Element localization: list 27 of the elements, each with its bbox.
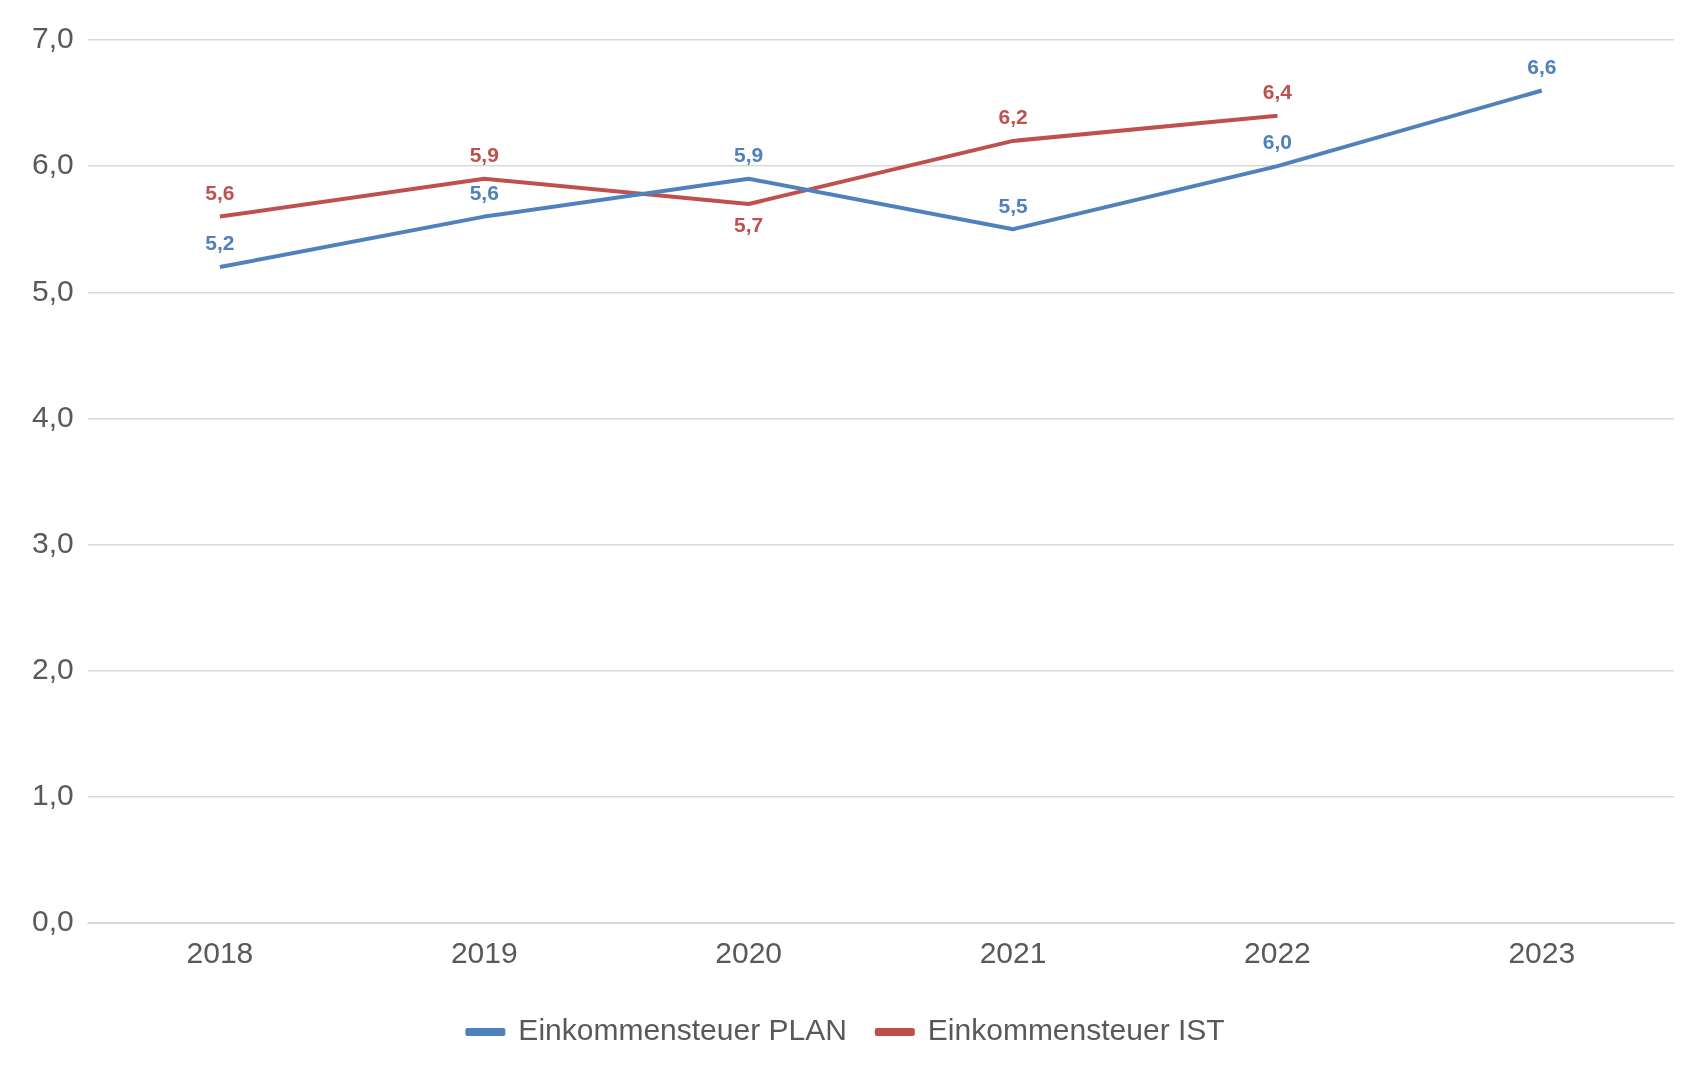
- y-tick-label: 1,0: [31, 778, 74, 812]
- y-tick-label: 3,0: [31, 525, 74, 559]
- legend-label: Einkommensteuer PLAN: [518, 1013, 847, 1047]
- legend-label: Einkommensteuer IST: [927, 1013, 1225, 1047]
- data-label: 6,0: [1262, 130, 1293, 154]
- data-label: 5,9: [469, 143, 499, 167]
- data-label: 6,2: [998, 105, 1028, 129]
- x-tick-label: 2022: [1244, 936, 1311, 970]
- data-label: 5,7: [734, 213, 764, 237]
- data-label: 6,4: [1262, 79, 1293, 103]
- y-tick-label: 7,0: [31, 21, 74, 55]
- y-tick-label: 4,0: [31, 399, 74, 433]
- y-tick-label: 2,0: [31, 651, 74, 685]
- x-tick-label: 2021: [979, 936, 1047, 970]
- data-label: 6,6: [1527, 54, 1557, 78]
- y-tick-label: 0,0: [31, 904, 74, 938]
- x-tick-label: 2018: [186, 936, 254, 970]
- data-label: 5,6: [205, 180, 235, 204]
- data-label: 5,9: [734, 143, 764, 167]
- x-tick-label: 2020: [715, 936, 783, 970]
- x-tick-label: 2019: [450, 936, 518, 970]
- x-tick-label: 2023: [1508, 936, 1576, 970]
- data-label: 5,5: [998, 193, 1028, 217]
- data-label: 5,2: [205, 231, 235, 255]
- y-tick-label: 6,0: [31, 147, 74, 181]
- y-tick-label: 5,0: [31, 273, 74, 307]
- data-label: 5,6: [469, 180, 499, 204]
